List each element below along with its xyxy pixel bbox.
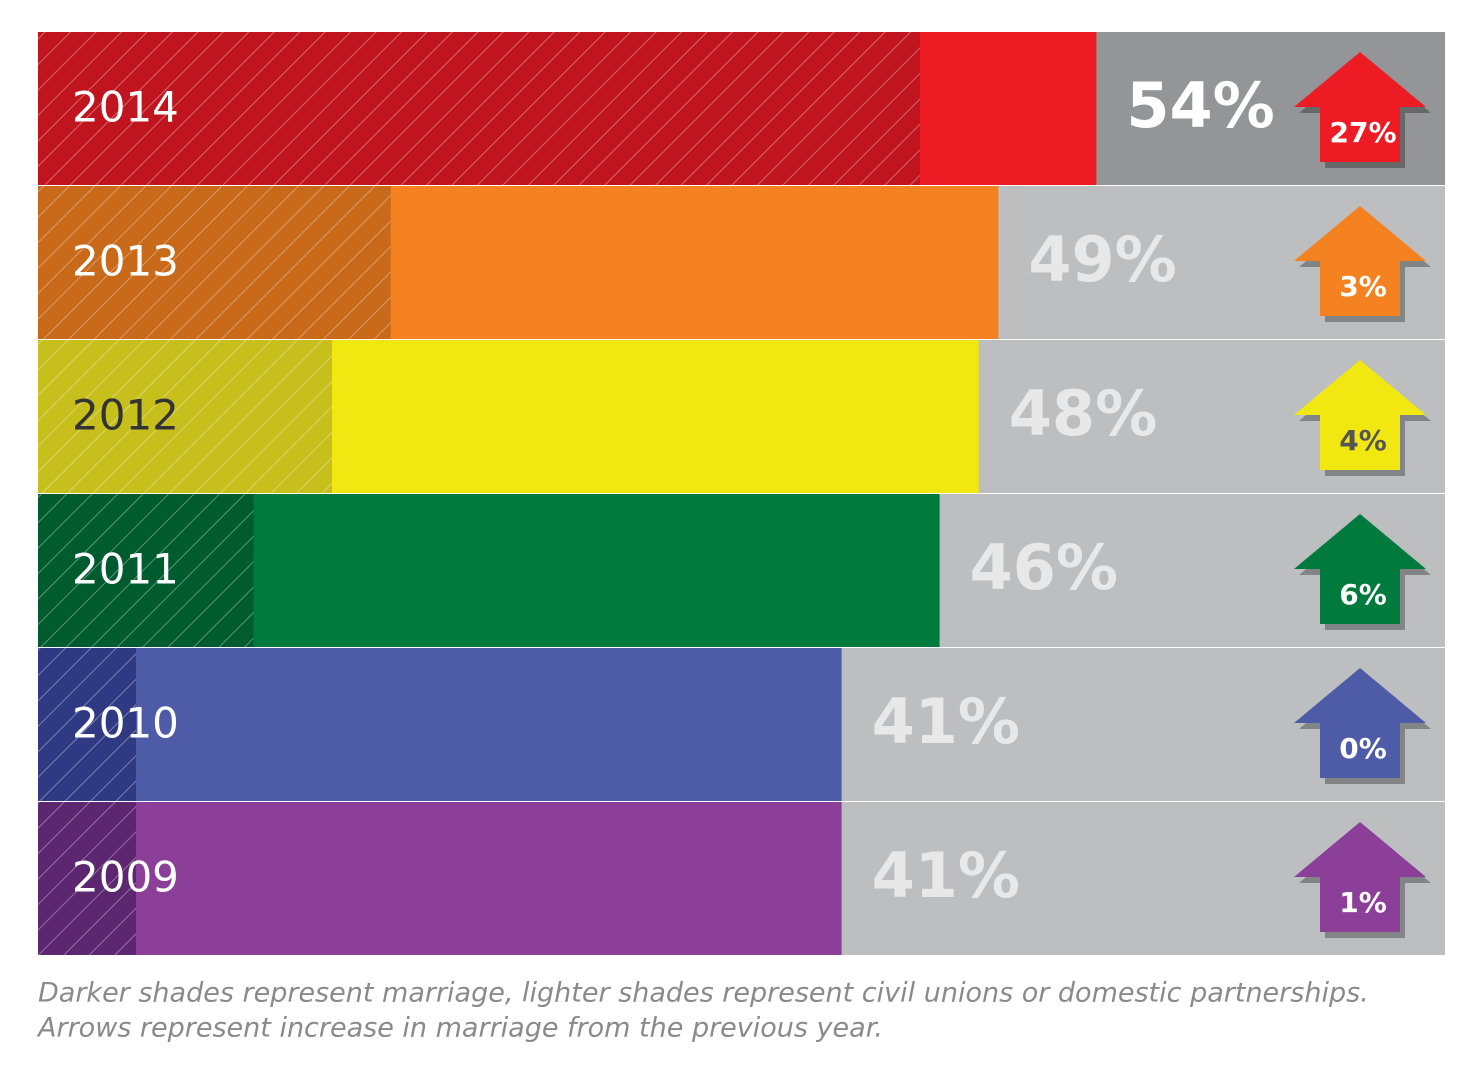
increase-arrow (1294, 668, 1426, 778)
bar-marriage (38, 186, 391, 339)
year-label: 2013 (72, 237, 179, 286)
bar-marriage (38, 340, 332, 493)
bar-marriage (38, 494, 254, 647)
increase-arrow (1294, 52, 1426, 162)
value-label: 48% (1009, 377, 1157, 450)
year-label: 2009 (72, 853, 179, 902)
increase-label: 27% (1329, 116, 1396, 149)
year-label: 2014 (72, 83, 179, 132)
increase-arrow (1294, 360, 1426, 470)
note: Darker shades represent marriage, lighte… (38, 978, 1369, 1009)
increase-label: 1% (1339, 886, 1387, 919)
bar-marriage (38, 648, 136, 801)
year-label: 2011 (72, 545, 179, 594)
value-label: 41% (872, 685, 1020, 758)
bar-total (38, 802, 842, 955)
increase-label: 6% (1339, 578, 1387, 611)
year-label: 2010 (72, 699, 179, 748)
bar-marriage (38, 32, 920, 185)
increase-arrow (1294, 514, 1426, 624)
note: Arrows represent increase in marriage fr… (36, 1013, 883, 1044)
value-label: 54% (1126, 69, 1274, 142)
increase-label: 0% (1339, 732, 1387, 765)
value-label: 41% (872, 839, 1020, 912)
bar-marriage (38, 802, 136, 955)
bar-total (38, 648, 842, 801)
increase-label: 3% (1339, 270, 1387, 303)
value-label: 46% (970, 531, 1118, 604)
value-label: 49% (1028, 223, 1176, 296)
increase-arrow (1294, 822, 1426, 932)
year-label: 2012 (72, 391, 179, 440)
increase-arrow (1294, 206, 1426, 316)
increase-label: 4% (1339, 424, 1387, 457)
